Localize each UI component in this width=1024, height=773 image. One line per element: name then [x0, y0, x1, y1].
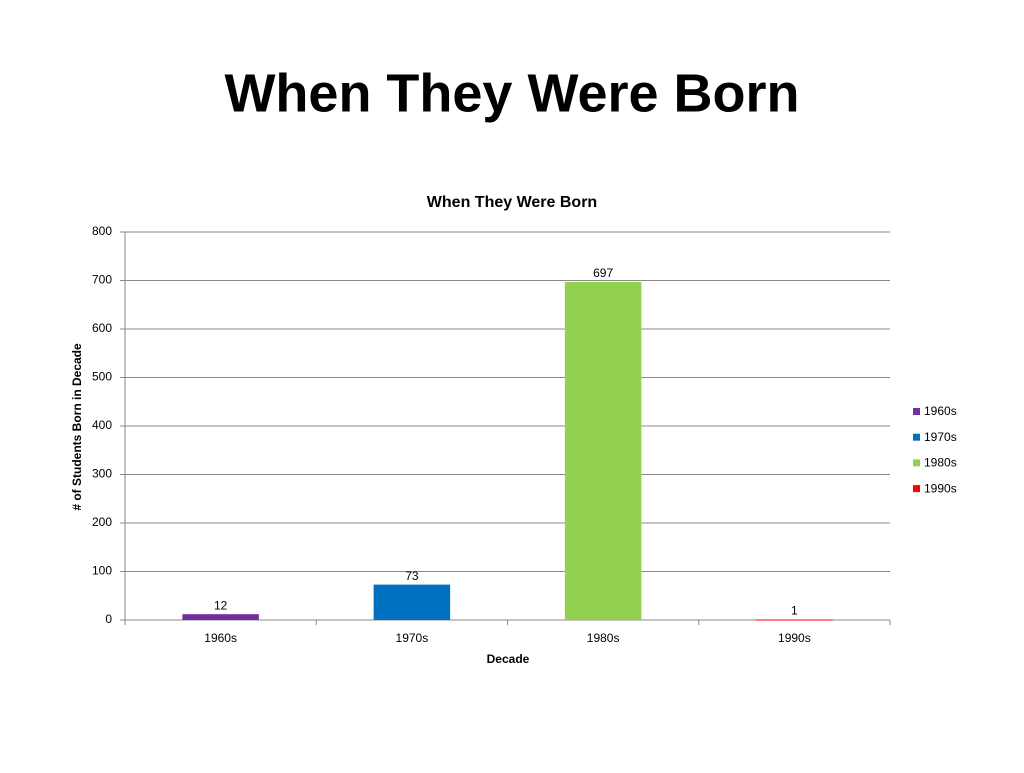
legend-swatch	[913, 433, 920, 441]
legend-label: 1970s	[924, 430, 957, 444]
y-tick-label: 400	[92, 418, 112, 432]
y-tick-label: 200	[92, 515, 112, 529]
data-label: 73	[405, 569, 419, 583]
y-tick-label: 0	[105, 612, 112, 626]
x-tick-label: 1970s	[396, 631, 429, 645]
y-axis-label: # of Students Born in Decade	[70, 343, 84, 511]
x-tick-label: 1990s	[778, 631, 811, 645]
y-tick-label: 100	[92, 564, 112, 578]
legend-label: 1990s	[924, 481, 957, 495]
chart-title: When They Were Born	[427, 194, 597, 211]
x-tick-label: 1960s	[204, 631, 237, 645]
bar	[564, 281, 642, 620]
data-label: 1	[791, 604, 798, 618]
y-tick-label: 600	[92, 321, 112, 335]
y-tick-label: 700	[92, 273, 112, 287]
legend-swatch	[913, 408, 920, 415]
legend-swatch	[913, 459, 920, 467]
data-label: 697	[593, 266, 613, 280]
legend-label: 1980s	[924, 456, 957, 470]
legend-swatch	[913, 485, 920, 493]
slide-title: When They Were Born	[224, 63, 799, 123]
y-tick-label: 800	[92, 224, 112, 238]
data-label: 12	[214, 598, 228, 612]
bar	[182, 614, 259, 620]
y-tick-label: 300	[92, 467, 112, 481]
x-axis-label: Decade	[487, 652, 530, 666]
x-tick-label: 1980s	[587, 631, 620, 645]
y-tick-label: 500	[92, 370, 112, 384]
legend-label: 1960s	[924, 404, 957, 418]
bar	[373, 584, 451, 620]
bar	[756, 619, 833, 621]
